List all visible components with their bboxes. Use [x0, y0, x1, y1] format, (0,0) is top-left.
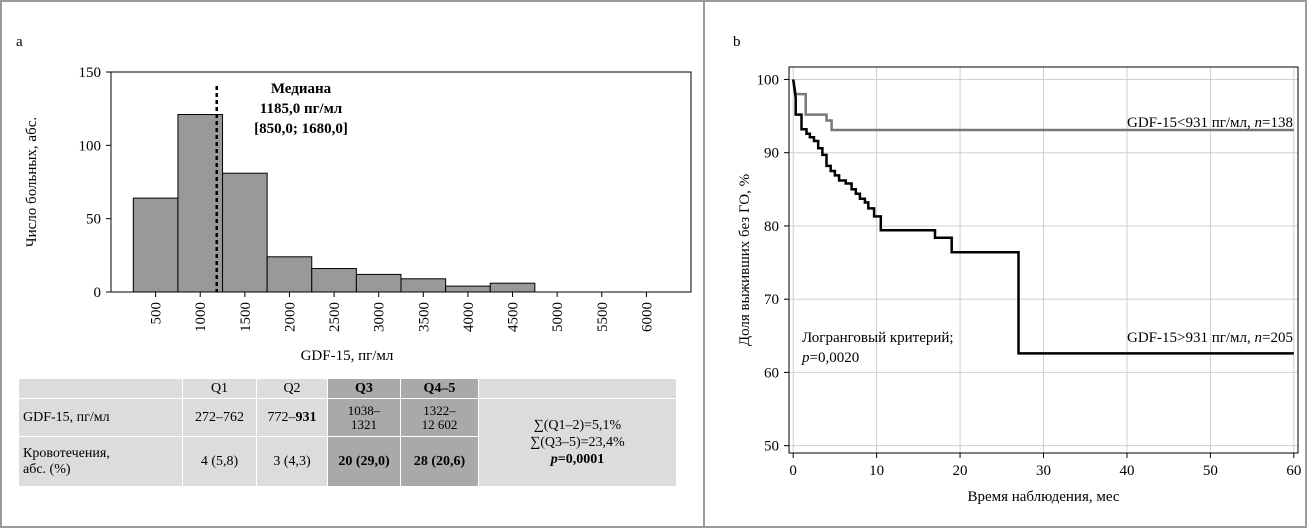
histogram-bar	[400, 278, 447, 293]
row-label-gdf15: GDF-15, пг/мл	[18, 398, 183, 437]
cell-r1-q45: 1322– 12 602	[400, 398, 479, 437]
table-header-row: Q1 Q2 Q3 Q4–5	[18, 378, 677, 399]
histogram-bar	[489, 282, 536, 293]
histogram-bar	[355, 273, 402, 293]
panel-a-letter: a	[16, 34, 23, 50]
summary-cell: ∑(Q1–2)=5,1% ∑(Q3–5)=23,4% p=0,0001	[478, 398, 677, 487]
summary-p-value: p=0,0001	[479, 451, 676, 468]
logrank-label: Логранговый критерий;	[802, 330, 954, 346]
x-tick-label: 0	[789, 463, 797, 479]
histogram-bar	[445, 285, 491, 293]
y-tick-label: 100	[79, 138, 102, 154]
x-axis-label: GDF-15, пг/мл	[301, 348, 394, 364]
y-tick-label: 60	[764, 365, 779, 381]
cell-r1-q45-line2: 12 602	[421, 416, 458, 432]
cell-r1-q2-b: 931	[295, 409, 317, 425]
x-tick-label: 3500	[416, 302, 432, 332]
row-label-bleeding-line1: Кровотечения,	[23, 445, 110, 461]
y-tick-label: 100	[757, 72, 780, 88]
header-q3: Q3	[327, 378, 401, 399]
x-tick-label: 30	[1036, 463, 1051, 479]
y-axis-label: Доля выживших без ГО, %	[737, 174, 753, 346]
table-corner-cell	[18, 378, 183, 399]
x-tick-label: 1500	[238, 302, 254, 332]
histogram-bar	[177, 114, 224, 293]
summary-line-1: ∑(Q1–2)=5,1%	[533, 418, 622, 433]
header-q2: Q2	[256, 378, 328, 399]
x-tick-label: 500	[149, 302, 165, 325]
x-tick-label: 5000	[550, 302, 566, 332]
x-tick-label: 4000	[461, 302, 477, 332]
histogram-chart: a 0 50 100 150 500 1000 1500 2000 2500 3000 3500 40…	[16, 34, 692, 364]
median-annotation: Медиана	[271, 81, 332, 97]
cell-r1-q3: 1038– 1321	[327, 398, 401, 437]
x-tick-label: 6000	[639, 302, 655, 332]
y-tick-label: 90	[764, 146, 779, 162]
row-label-bleeding-line2: абс. (%)	[23, 461, 71, 477]
x-tick-label: 10	[869, 463, 884, 479]
survival-chart: b 0 10 20 30 40 50 60 50 60 70 80 90 100 GDF-15<931 п…	[733, 34, 1301, 505]
y-tick-label: 50	[764, 439, 779, 455]
summary-p-number: =0,0001	[557, 452, 605, 467]
y-axis-label: Число больных, абс.	[24, 117, 40, 247]
y-tick-label: 150	[79, 65, 102, 81]
cell-r1-q2: 772–931	[256, 398, 328, 437]
survival-frame	[788, 66, 1299, 454]
x-tick-label: 50	[1203, 463, 1218, 479]
cell-r2-q3: 20 (29,0)	[327, 436, 401, 487]
cell-r1-q3-line1: 1038–	[347, 402, 381, 418]
summary-line-2: ∑(Q3–5)=23,4%	[530, 435, 625, 450]
y-tick-label: 0	[94, 285, 102, 301]
histogram-bar	[311, 268, 357, 293]
y-tick-label: 80	[764, 219, 779, 235]
header-q1: Q1	[182, 378, 257, 399]
cell-r2-q2: 3 (4,3)	[256, 436, 328, 487]
histogram-plot-area: 0 50 100 150 500 1000 1500 2000 2500 3000 3500 4000…	[24, 65, 692, 364]
series-label-high-gdf15: GDF-15>931 пг/мл, n=205	[1127, 330, 1293, 346]
survival-plot-area: 0 10 20 30 40 50 60 50 60 70 80 90 100 GDF-15<931 пг/…	[737, 66, 1301, 505]
quartile-table: Q1 Q2 Q3 Q4–5 GDF-15, пг/мл 272–762 772–…	[18, 378, 677, 487]
cell-r1-q1: 272–762	[182, 398, 257, 437]
x-tick-label: 60	[1286, 463, 1301, 479]
x-tick-label: 2000	[282, 302, 298, 332]
histogram-bar	[132, 197, 179, 293]
cell-r2-q45: 28 (20,6)	[400, 436, 479, 487]
x-tick-label: 1000	[193, 302, 209, 332]
median-annotation: [850,0; 1680,0]	[254, 121, 348, 137]
cell-r2-q1: 4 (5,8)	[182, 436, 257, 487]
x-tick-label: 40	[1119, 463, 1134, 479]
median-annotation: 1185,0 пг/мл	[260, 101, 343, 117]
histogram-bar	[222, 172, 268, 293]
y-tick-label: 70	[764, 292, 779, 308]
cell-r1-q2-a: 772–	[267, 409, 296, 425]
logrank-p-value: p=0,0020	[801, 350, 859, 366]
x-tick-label: 2500	[327, 302, 343, 332]
x-tick-label: 3000	[372, 302, 388, 332]
x-tick-label: 5500	[595, 302, 611, 332]
header-summary	[478, 378, 677, 399]
series-label-low-gdf15: GDF-15<931 пг/мл, n=138	[1127, 115, 1293, 131]
panel-divider	[703, 0, 705, 528]
table-row: GDF-15, пг/мл 272–762 772–931 1038– 1321 …	[18, 398, 677, 487]
table-row: Кровотечения, абс. (%) 4 (5,8) 3 (4,3) 20…	[18, 436, 677, 487]
panel-b-letter: b	[733, 34, 741, 50]
series-line-high-gdf15	[791, 79, 1294, 355]
header-q45: Q4–5	[400, 378, 479, 399]
x-tick-label: 4500	[506, 302, 522, 332]
histogram-bar	[266, 256, 313, 293]
row-label-bleeding: Кровотечения, абс. (%)	[18, 436, 183, 487]
summary-p-label: p	[550, 452, 558, 467]
cell-r1-q3-line2: 1321	[351, 416, 377, 432]
x-tick-label: 20	[953, 463, 968, 479]
cell-r1-q45-line1: 1322–	[423, 402, 456, 418]
x-axis-label: Время наблюдения, мес	[967, 489, 1119, 505]
histogram-frame	[110, 71, 692, 293]
series-line-low-gdf15	[791, 79, 1294, 132]
y-tick-label: 50	[86, 212, 101, 228]
